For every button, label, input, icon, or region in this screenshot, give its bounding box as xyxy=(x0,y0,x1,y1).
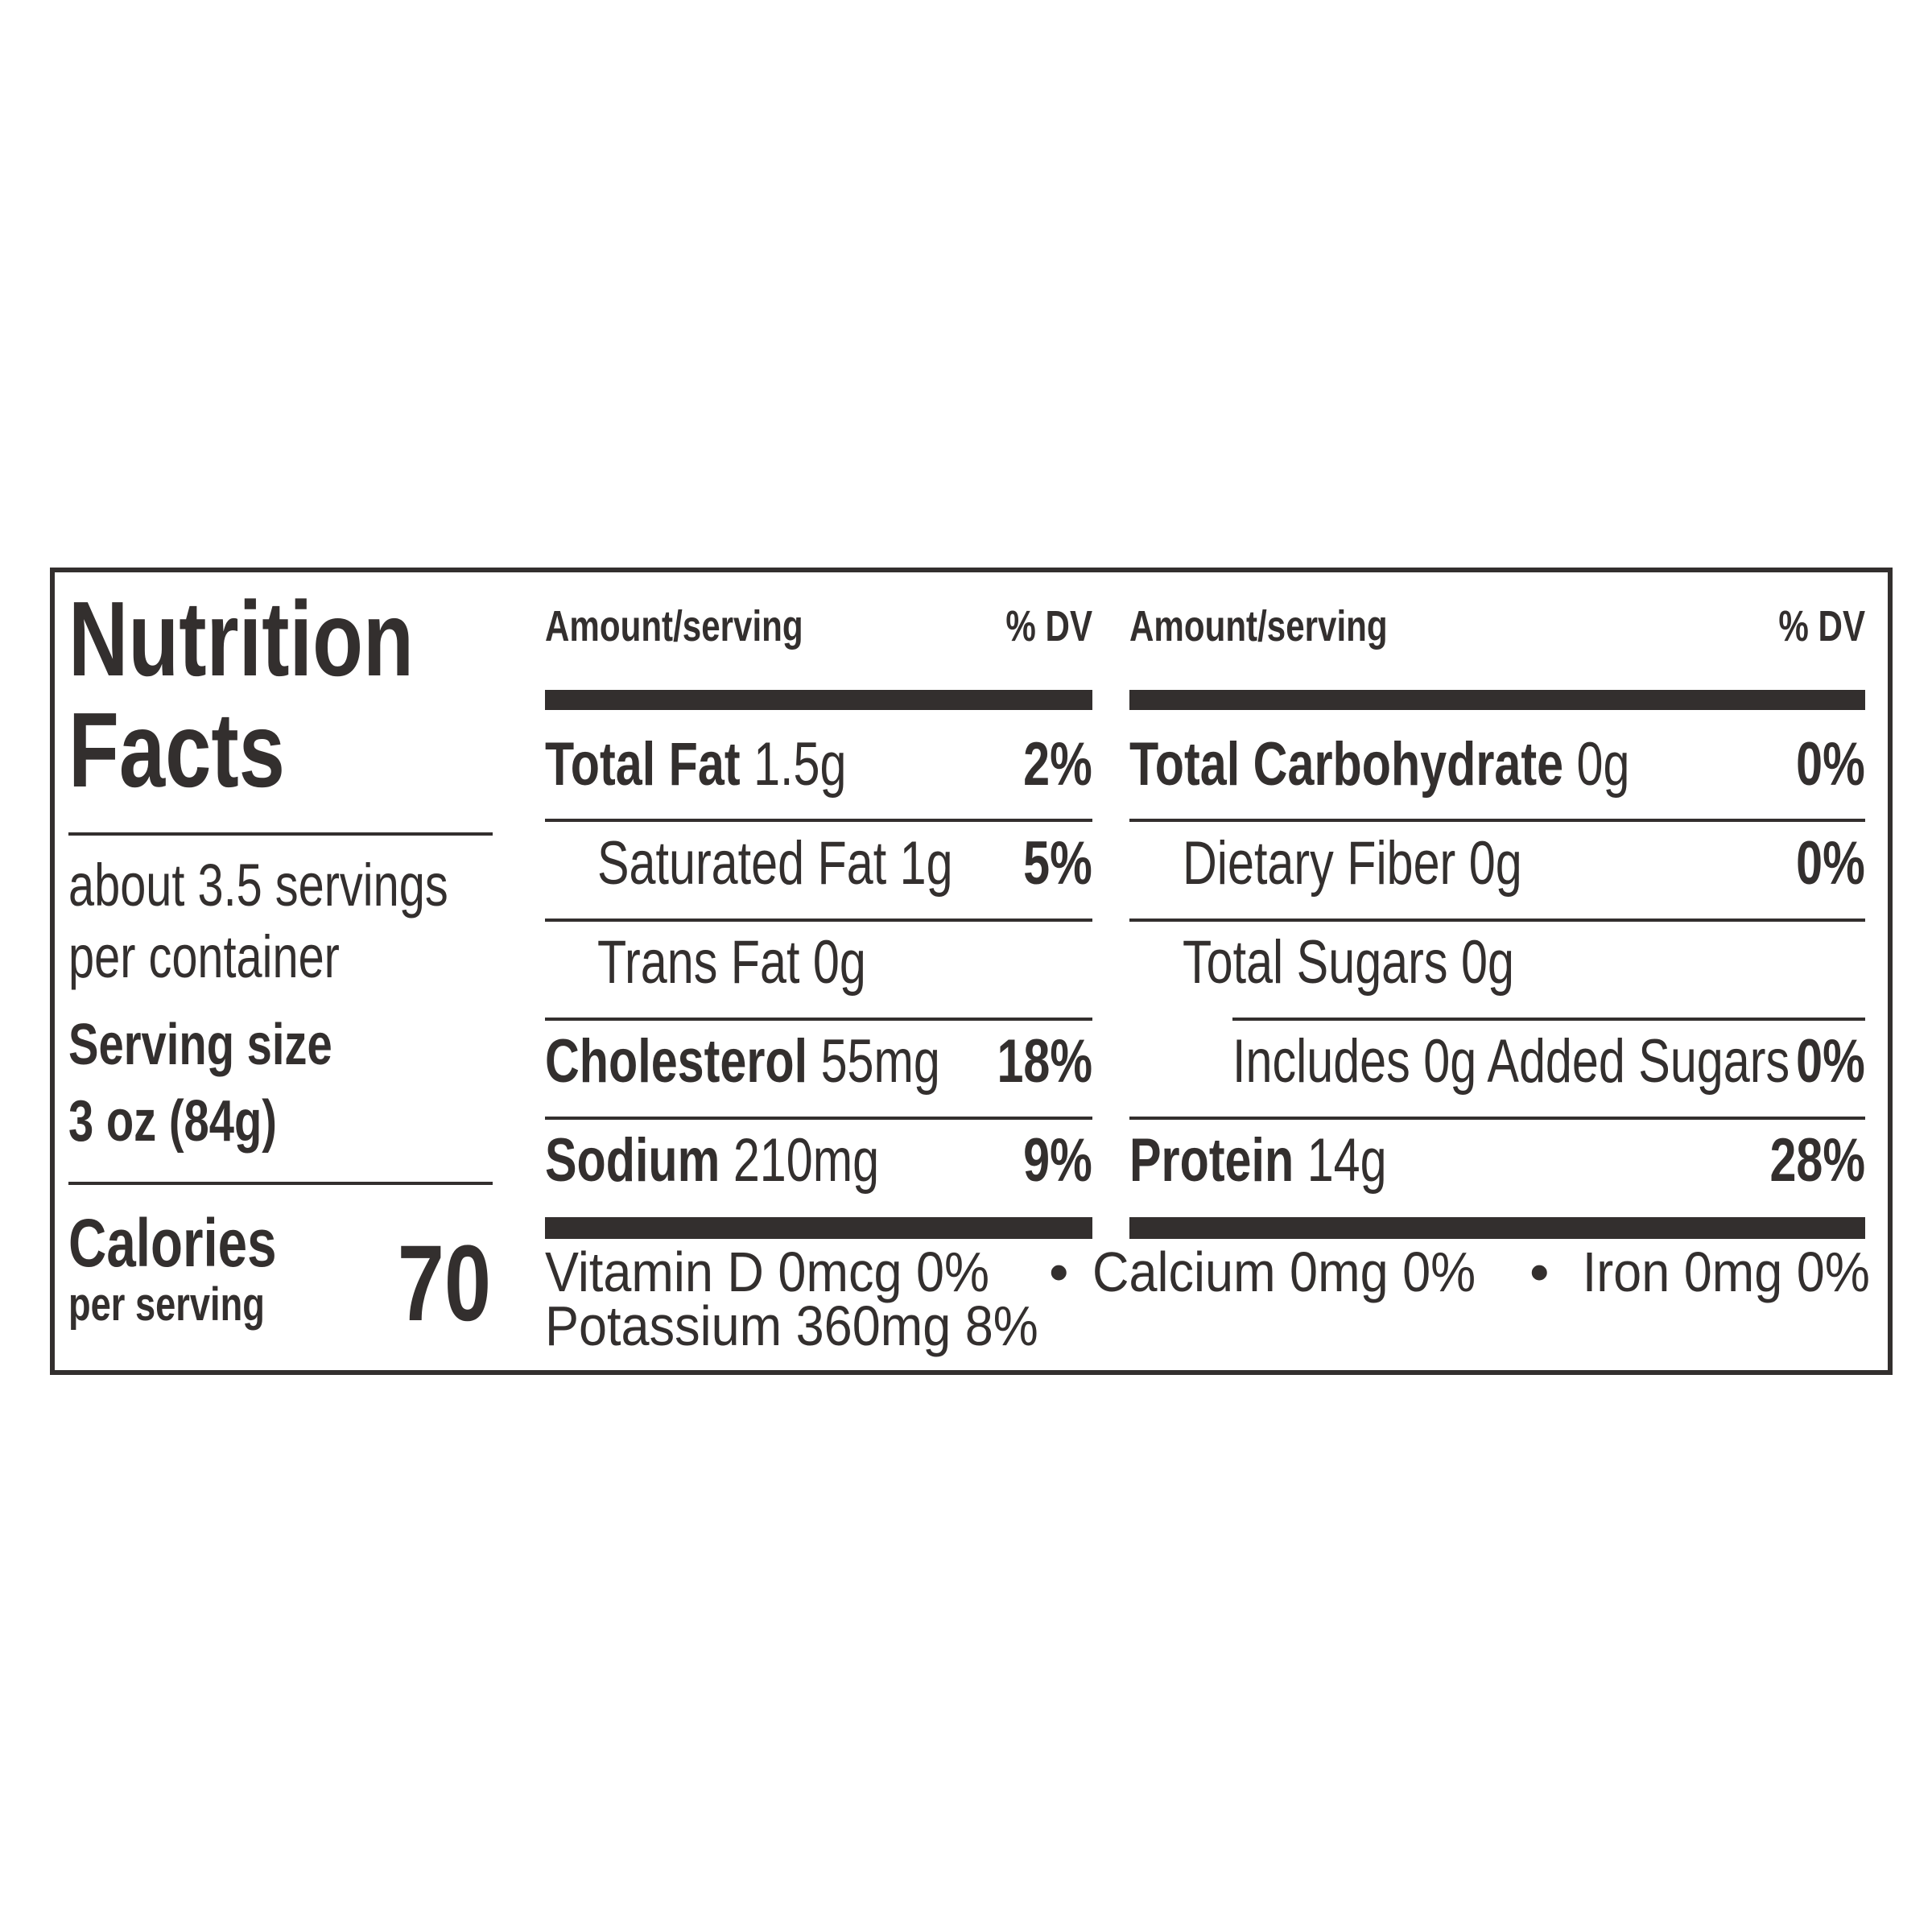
servings: about 3.5 servings xyxy=(68,852,448,919)
divider xyxy=(545,1117,1092,1120)
nutrient-row: Protein 14g xyxy=(1129,1130,1387,1191)
header-dv: % DV xyxy=(1005,602,1092,650)
nutrient-amount: 0g Added Sugars xyxy=(1423,1027,1790,1096)
nutrient-name: Total Carbohydrate xyxy=(1129,730,1564,799)
nutrient-row: Total Sugars 0g xyxy=(1183,932,1514,993)
title: Nutrition xyxy=(68,580,414,698)
nutrient-dv: 5% xyxy=(1023,829,1092,898)
nutrient-dv: 0% xyxy=(1796,829,1865,898)
divider xyxy=(545,919,1092,922)
nutrient-amount: 1.5g xyxy=(753,730,847,799)
nutrient-amount: 14g xyxy=(1307,1126,1387,1195)
vitamin: Iron 0mg 0% xyxy=(1582,1241,1870,1303)
nutrient-row: Cholesterol 55mg xyxy=(545,1031,940,1092)
nutrient-row: Includes 0g Added Sugars xyxy=(1232,1031,1790,1092)
separator: • xyxy=(1049,1241,1069,1303)
nutrient-amount: 1g xyxy=(899,829,953,898)
calories-sublabel: per serving xyxy=(68,1278,265,1331)
vitamin: Calcium 0mg 0% xyxy=(1092,1241,1476,1303)
nutrient-dv: 0% xyxy=(1796,1027,1865,1096)
nutrient-dv: 9% xyxy=(1023,1126,1092,1195)
thick-bar xyxy=(1129,690,1865,710)
divider xyxy=(1129,919,1865,922)
nutrient-name: Total Sugars xyxy=(1183,928,1448,997)
header-dv: % DV xyxy=(1778,602,1865,650)
nutrient-row: Total Carbohydrate 0g xyxy=(1129,734,1630,795)
nutrient-row: Dietary Fiber 0g xyxy=(1183,833,1522,894)
calories-label: Calories xyxy=(68,1205,277,1281)
divider xyxy=(68,832,493,836)
divider xyxy=(1232,1018,1865,1021)
vitamin: Vitamin D 0mcg 0% xyxy=(545,1241,990,1303)
divider xyxy=(1129,1117,1865,1120)
nutrient-name: Cholesterol xyxy=(545,1027,808,1096)
servings: per container xyxy=(68,923,340,990)
thick-bar xyxy=(1129,1217,1865,1239)
nutrient-row: Trans Fat 0g xyxy=(597,932,866,993)
nutrient-row: Sodium 210mg xyxy=(545,1130,879,1191)
label-border xyxy=(50,568,1893,1375)
nutrient-amount: 0g xyxy=(812,928,866,997)
nutrient-name: Protein xyxy=(1129,1126,1294,1195)
nutrient-name: Sodium xyxy=(545,1126,720,1195)
header-amount: Amount/serving xyxy=(1129,602,1388,650)
nutrient-row: Saturated Fat 1g xyxy=(597,833,953,894)
header-amount: Amount/serving xyxy=(545,602,803,650)
divider xyxy=(1129,819,1865,822)
nutrient-name: Saturated Fat xyxy=(597,829,887,898)
vitamin: Potassium 360mg 8% xyxy=(545,1294,1038,1357)
nutrient-name: Dietary Fiber xyxy=(1183,829,1456,898)
nutrient-dv: 18% xyxy=(997,1027,1092,1096)
nutrient-name: Trans Fat xyxy=(597,928,800,997)
serving-size-label: Serving size xyxy=(68,1013,332,1077)
thick-bar xyxy=(545,690,1092,710)
nutrient-amount: 210mg xyxy=(733,1126,880,1195)
nutrient-amount: 55mg xyxy=(820,1027,940,1096)
nutrient-name: Total Fat xyxy=(545,730,741,799)
thick-bar xyxy=(545,1217,1092,1239)
nutrient-row: Total Fat 1.5g xyxy=(545,734,846,795)
nutrient-amount: 0g xyxy=(1460,928,1514,997)
nutrient-dv: 0% xyxy=(1796,730,1865,799)
nutrient-dv: 28% xyxy=(1769,1126,1865,1195)
nutrient-amount: 0g xyxy=(1576,730,1630,799)
calories-value: 70 xyxy=(397,1224,491,1344)
nutrient-amount: 0g xyxy=(1468,829,1522,898)
nutrient-dv: 2% xyxy=(1023,730,1092,799)
separator: • xyxy=(1530,1241,1550,1303)
divider xyxy=(68,1182,493,1185)
divider xyxy=(545,1018,1092,1021)
nutrient-name: Includes xyxy=(1232,1027,1410,1096)
title: Facts xyxy=(68,691,285,809)
divider xyxy=(545,819,1092,822)
serving-size: 3 oz (84g) xyxy=(68,1089,278,1154)
